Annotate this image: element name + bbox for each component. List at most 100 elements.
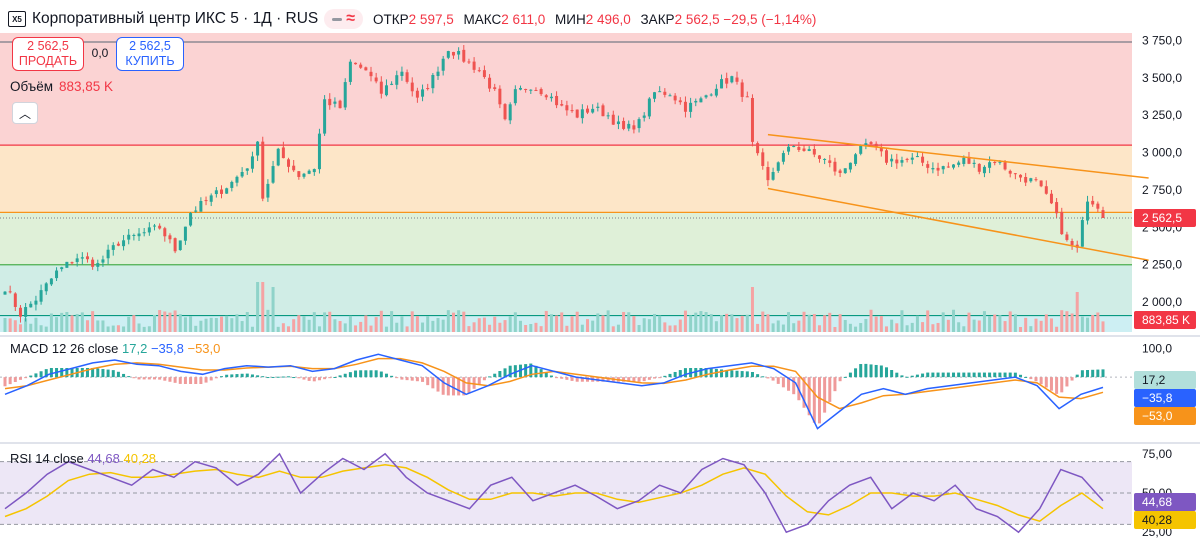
- volume-legend-value: 883,85 K: [59, 79, 114, 94]
- candles: [3, 45, 1105, 323]
- volume-bar: [781, 324, 785, 332]
- price-tick-label: 3 000,0: [1142, 146, 1182, 160]
- volume-bar: [142, 326, 146, 332]
- candle-body: [467, 61, 471, 63]
- macd-hist-bar: [3, 377, 7, 387]
- price-zone-0: [0, 33, 1132, 146]
- symbol-title[interactable]: Корпоративный центр ИКС 5 · 1Д · RUS: [32, 10, 319, 27]
- volume-bar: [771, 323, 775, 332]
- volume-legend[interactable]: Объём 883,85 K: [10, 79, 113, 94]
- volume-bar: [1024, 317, 1028, 332]
- symbol-status-pill[interactable]: ≈: [324, 9, 364, 29]
- volume-bar: [704, 312, 708, 332]
- candle-body: [1029, 178, 1033, 182]
- macd-hist-bar: [952, 372, 956, 378]
- buy-button[interactable]: 2 562,5 КУПИТЬ: [116, 37, 184, 71]
- macd-hist-bar: [1080, 370, 1084, 378]
- volume-bar: [127, 316, 131, 332]
- macd-hist-bar: [122, 373, 126, 378]
- macd-hist-bar: [374, 370, 378, 378]
- sell-label: ПРОДАТЬ: [18, 54, 78, 68]
- volume-bar: [75, 314, 79, 332]
- candle-body: [1013, 173, 1017, 175]
- volume-bar: [178, 314, 182, 332]
- macd-hist-bar: [189, 377, 193, 384]
- last-price-badge: 2 562,5: [1134, 209, 1196, 228]
- macd-hist-bar: [379, 371, 383, 378]
- candle-body: [240, 171, 244, 177]
- macd-hist-bar: [1049, 377, 1053, 391]
- candle-body: [859, 145, 863, 154]
- volume-bar: [580, 324, 584, 332]
- volume-bar: [864, 318, 868, 332]
- candle-body: [209, 195, 213, 202]
- volume-bar: [725, 313, 729, 332]
- macd-hist-bar: [111, 370, 115, 378]
- macd-hist-bar: [694, 368, 698, 378]
- ohlc-low-key: МИН: [555, 11, 586, 27]
- candle-body: [488, 77, 492, 89]
- candle-body: [245, 168, 249, 171]
- macd-hist-bar: [513, 365, 517, 378]
- candle-body: [451, 51, 455, 56]
- macd-hist-bar: [220, 376, 224, 378]
- volume-bar: [482, 317, 486, 332]
- macd-hist-bar: [946, 372, 950, 378]
- macd-hist-bar: [472, 377, 476, 389]
- volume-bar: [1029, 326, 1033, 332]
- macd-hist-bar: [864, 363, 868, 378]
- volume-bar: [1044, 314, 1048, 332]
- volume-bar: [415, 316, 419, 332]
- macd-hist-bar: [565, 377, 569, 380]
- candle-body: [312, 169, 316, 173]
- volume-bar: [384, 326, 388, 332]
- ohlc-close-value: 2 562,5 −29,5 (−1,14%): [674, 11, 817, 27]
- macd-hist-bar: [168, 377, 172, 382]
- volume-bar: [446, 310, 450, 332]
- volume-bar: [673, 325, 677, 332]
- macd-hist-bar: [1055, 377, 1059, 394]
- macd-hist-bar: [276, 376, 280, 378]
- buy-price: 2 562,5: [129, 39, 171, 53]
- macd-hist-bar: [823, 377, 827, 413]
- macd-hist-bar: [843, 376, 847, 378]
- candle-body: [972, 162, 976, 164]
- rsi-legend[interactable]: RSI 14 close 44,68 40,28: [10, 451, 156, 466]
- macd-hist-bar: [812, 377, 816, 423]
- candle-body: [1034, 179, 1038, 181]
- macd-hist-bar: [673, 371, 677, 378]
- macd-hist-bar: [163, 377, 167, 381]
- macd-hist-bar: [457, 377, 461, 396]
- collapse-legend-button[interactable]: ︿: [12, 102, 38, 124]
- macd-hist-bar: [477, 377, 481, 385]
- volume-bar: [611, 326, 615, 332]
- candle-body: [80, 257, 84, 259]
- candle-body: [725, 78, 729, 84]
- macd-hist-bar: [85, 368, 89, 378]
- candle-body: [18, 307, 22, 317]
- macd-hist-bar: [508, 365, 512, 378]
- volume-bar: [905, 325, 909, 332]
- volume-bar: [714, 321, 718, 332]
- volume-bar: [379, 310, 383, 332]
- candle-body: [524, 88, 528, 90]
- macd-badge-bg: [1134, 389, 1196, 407]
- macd-hist-bar: [1065, 377, 1069, 387]
- macd-legend[interactable]: MACD 12 26 close 17,2 −35,8 −53,0: [10, 341, 220, 356]
- sell-button[interactable]: 2 562,5 ПРОДАТЬ: [12, 37, 84, 71]
- volume-bar: [756, 323, 760, 332]
- volume-bar: [699, 311, 703, 332]
- macd-signal-badge-text: −53,0: [1142, 409, 1173, 423]
- macd-hist-bar: [1039, 377, 1043, 385]
- rsi-tick-label: 75,00: [1142, 447, 1172, 461]
- macd-hist-bar: [781, 377, 785, 388]
- macd-hist-bar: [931, 372, 935, 378]
- volume-bar: [797, 320, 801, 332]
- volume-bar: [426, 316, 430, 332]
- candle-body: [874, 143, 878, 147]
- volume-bar: [122, 326, 126, 332]
- candle-body: [544, 95, 548, 98]
- candle-body: [250, 156, 254, 169]
- volume-bar: [982, 311, 986, 332]
- volume-bar: [498, 322, 502, 332]
